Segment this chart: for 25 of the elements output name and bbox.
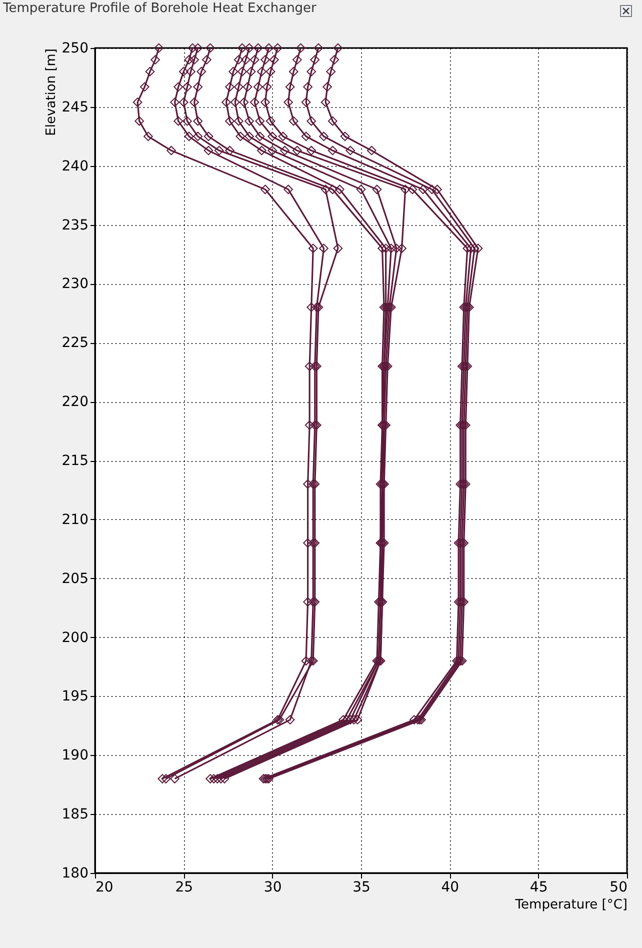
x-tick-label: 20 xyxy=(96,880,114,896)
y-tick-label: 235 xyxy=(62,217,88,234)
y-tick-label: 180 xyxy=(62,866,88,882)
x-tick-label: 50 xyxy=(610,880,628,896)
y-tick-label: 190 xyxy=(62,748,88,764)
y-axis-title: Elevation [m] xyxy=(44,48,59,136)
x-tick-label: 45 xyxy=(530,880,548,896)
y-tick-label: 185 xyxy=(62,806,88,823)
y-tick-label: 195 xyxy=(62,688,88,705)
x-tick-label: 35 xyxy=(352,880,370,896)
x-tick-label: 30 xyxy=(264,880,282,896)
x-axis-title: Temperature [°C] xyxy=(514,898,628,912)
y-tick-label: 245 xyxy=(62,99,88,116)
y-tick-label: 210 xyxy=(62,512,88,528)
y-tick-label: 240 xyxy=(62,158,88,174)
y-tick-label: 215 xyxy=(62,453,88,469)
y-tick-label: 200 xyxy=(62,630,88,646)
x-tick-label: 40 xyxy=(441,880,460,896)
y-tick-label: 250 xyxy=(62,40,88,56)
y-tick-label: 230 xyxy=(62,276,88,292)
y-tick-label: 205 xyxy=(62,570,88,587)
y-tick-label: 220 xyxy=(62,394,88,410)
x-tick-label: 25 xyxy=(175,880,194,896)
y-tick-label: 225 xyxy=(62,335,88,352)
chart-title: Temperature Profile of Borehole Heat Exchanger xyxy=(2,1,318,16)
